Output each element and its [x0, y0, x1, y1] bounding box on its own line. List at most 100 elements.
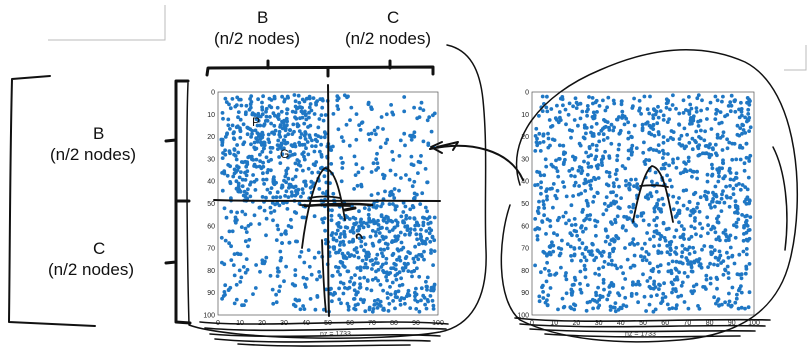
sparsity-dot: [583, 226, 588, 231]
sparsity-dot: [583, 189, 588, 193]
sparsity-dot: [283, 134, 288, 139]
sparsity-dot: [700, 98, 704, 103]
sparsity-dot: [545, 197, 549, 202]
sparsity-dot: [644, 258, 649, 263]
sparsity-dot: [299, 250, 304, 254]
sparsity-dot: [416, 171, 420, 176]
sparsity-dot: [745, 96, 750, 100]
sparsity-dot: [393, 238, 398, 242]
sparsity-dot: [677, 111, 682, 116]
sparsity-dot: [344, 122, 349, 127]
sparsity-dot: [580, 252, 585, 256]
sparsity-dot: [734, 296, 739, 301]
sparsity-dot: [743, 271, 748, 276]
sparsity-dot: [713, 94, 718, 99]
sparsity-dot: [404, 263, 408, 268]
sparsity-dot: [546, 252, 550, 256]
sparsity-dot: [557, 143, 562, 148]
sparsity-dot: [542, 173, 547, 178]
sparsity-dot: [259, 140, 263, 145]
sparsity-dot: [238, 135, 243, 140]
sparsity-dot: [422, 249, 426, 254]
sparsity-dot: [595, 191, 600, 196]
y-tick-label: 60: [521, 223, 529, 230]
sparsity-dot: [569, 135, 573, 140]
sparsity-dot: [684, 169, 689, 174]
sparsity-dot: [408, 227, 413, 232]
sparsity-dot: [270, 201, 275, 205]
sparsity-dot: [286, 95, 290, 100]
sparsity-dot: [303, 130, 308, 134]
sparsity-dot: [740, 122, 745, 127]
sparsity-dot: [624, 304, 629, 309]
sparsity-dot: [373, 276, 378, 281]
sparsity-dot: [612, 246, 616, 251]
sparsity-dot: [308, 123, 313, 128]
sparsity-dot: [339, 232, 343, 236]
sparsity-dot: [374, 157, 379, 162]
sparsity-dot: [543, 266, 547, 271]
sparsity-dot: [354, 162, 359, 167]
sparsity-dot: [249, 94, 254, 98]
sparsity-dot: [351, 230, 356, 235]
sparsity-dot: [341, 239, 346, 244]
sparsity-dot: [285, 107, 289, 112]
sparsity-dot: [228, 180, 233, 184]
sparsity-dot: [589, 249, 594, 254]
sparsity-dot: [304, 146, 308, 151]
sparsity-dot: [632, 253, 637, 258]
sparsity-dot: [278, 161, 283, 166]
sparsity-dot: [250, 111, 255, 115]
sparsity-dot: [402, 109, 407, 114]
sparsity-dot: [356, 170, 361, 175]
sparsity-dot: [393, 234, 398, 239]
sparsity-dot: [358, 127, 363, 132]
sparsity-dot: [281, 138, 286, 143]
sparsity-dot: [543, 157, 548, 162]
sparsity-dot: [365, 278, 370, 282]
sparsity-dot: [346, 94, 350, 99]
x-tick-label: 80: [706, 320, 714, 327]
sparsity-dot: [535, 226, 540, 230]
sparsity-dot: [661, 202, 666, 207]
sparsity-dot: [293, 273, 298, 278]
sparsity-dot: [351, 237, 355, 242]
sparsity-dot: [415, 116, 420, 121]
sparsity-dot: [694, 282, 699, 287]
sparsity-dot: [736, 306, 741, 311]
sparsity-dot: [729, 303, 734, 308]
sparsity-dot: [309, 179, 314, 184]
sparsity-dot: [254, 263, 258, 267]
sparsity-dot: [382, 217, 387, 222]
sparsity-dot: [641, 211, 646, 215]
sparsity-dot: [736, 288, 741, 293]
sparsity-dot: [607, 254, 612, 259]
sparsity-dot: [225, 131, 230, 136]
sparsity-dot: [649, 194, 654, 199]
sparsity-dot: [554, 166, 558, 170]
sparsity-dot: [648, 94, 652, 99]
sparsity-dot: [234, 282, 239, 287]
sparsity-dot: [338, 272, 342, 277]
sparsity-dot: [232, 301, 237, 306]
sparsity-dot: [593, 271, 598, 276]
sparsity-dot: [421, 223, 426, 228]
sparsity-dot: [704, 273, 709, 278]
sparsity-dot: [658, 237, 662, 242]
sparsity-dot: [573, 156, 577, 160]
sparsity-dot: [727, 204, 732, 209]
sparsity-dot: [661, 113, 666, 118]
sparsity-dot: [586, 161, 590, 166]
sparsity-dot: [378, 145, 383, 150]
sparsity-dot: [708, 142, 712, 147]
sparsity-dot: [608, 308, 613, 312]
sparsity-dot: [583, 247, 588, 252]
sparsity-dot: [604, 170, 609, 174]
sparsity-dot: [741, 238, 746, 243]
sparsity-dot: [705, 215, 710, 220]
sparsity-dot: [617, 184, 621, 189]
sparsity-dot: [594, 255, 598, 260]
sparsity-dot: [386, 215, 390, 220]
sparsity-dot: [231, 263, 236, 267]
